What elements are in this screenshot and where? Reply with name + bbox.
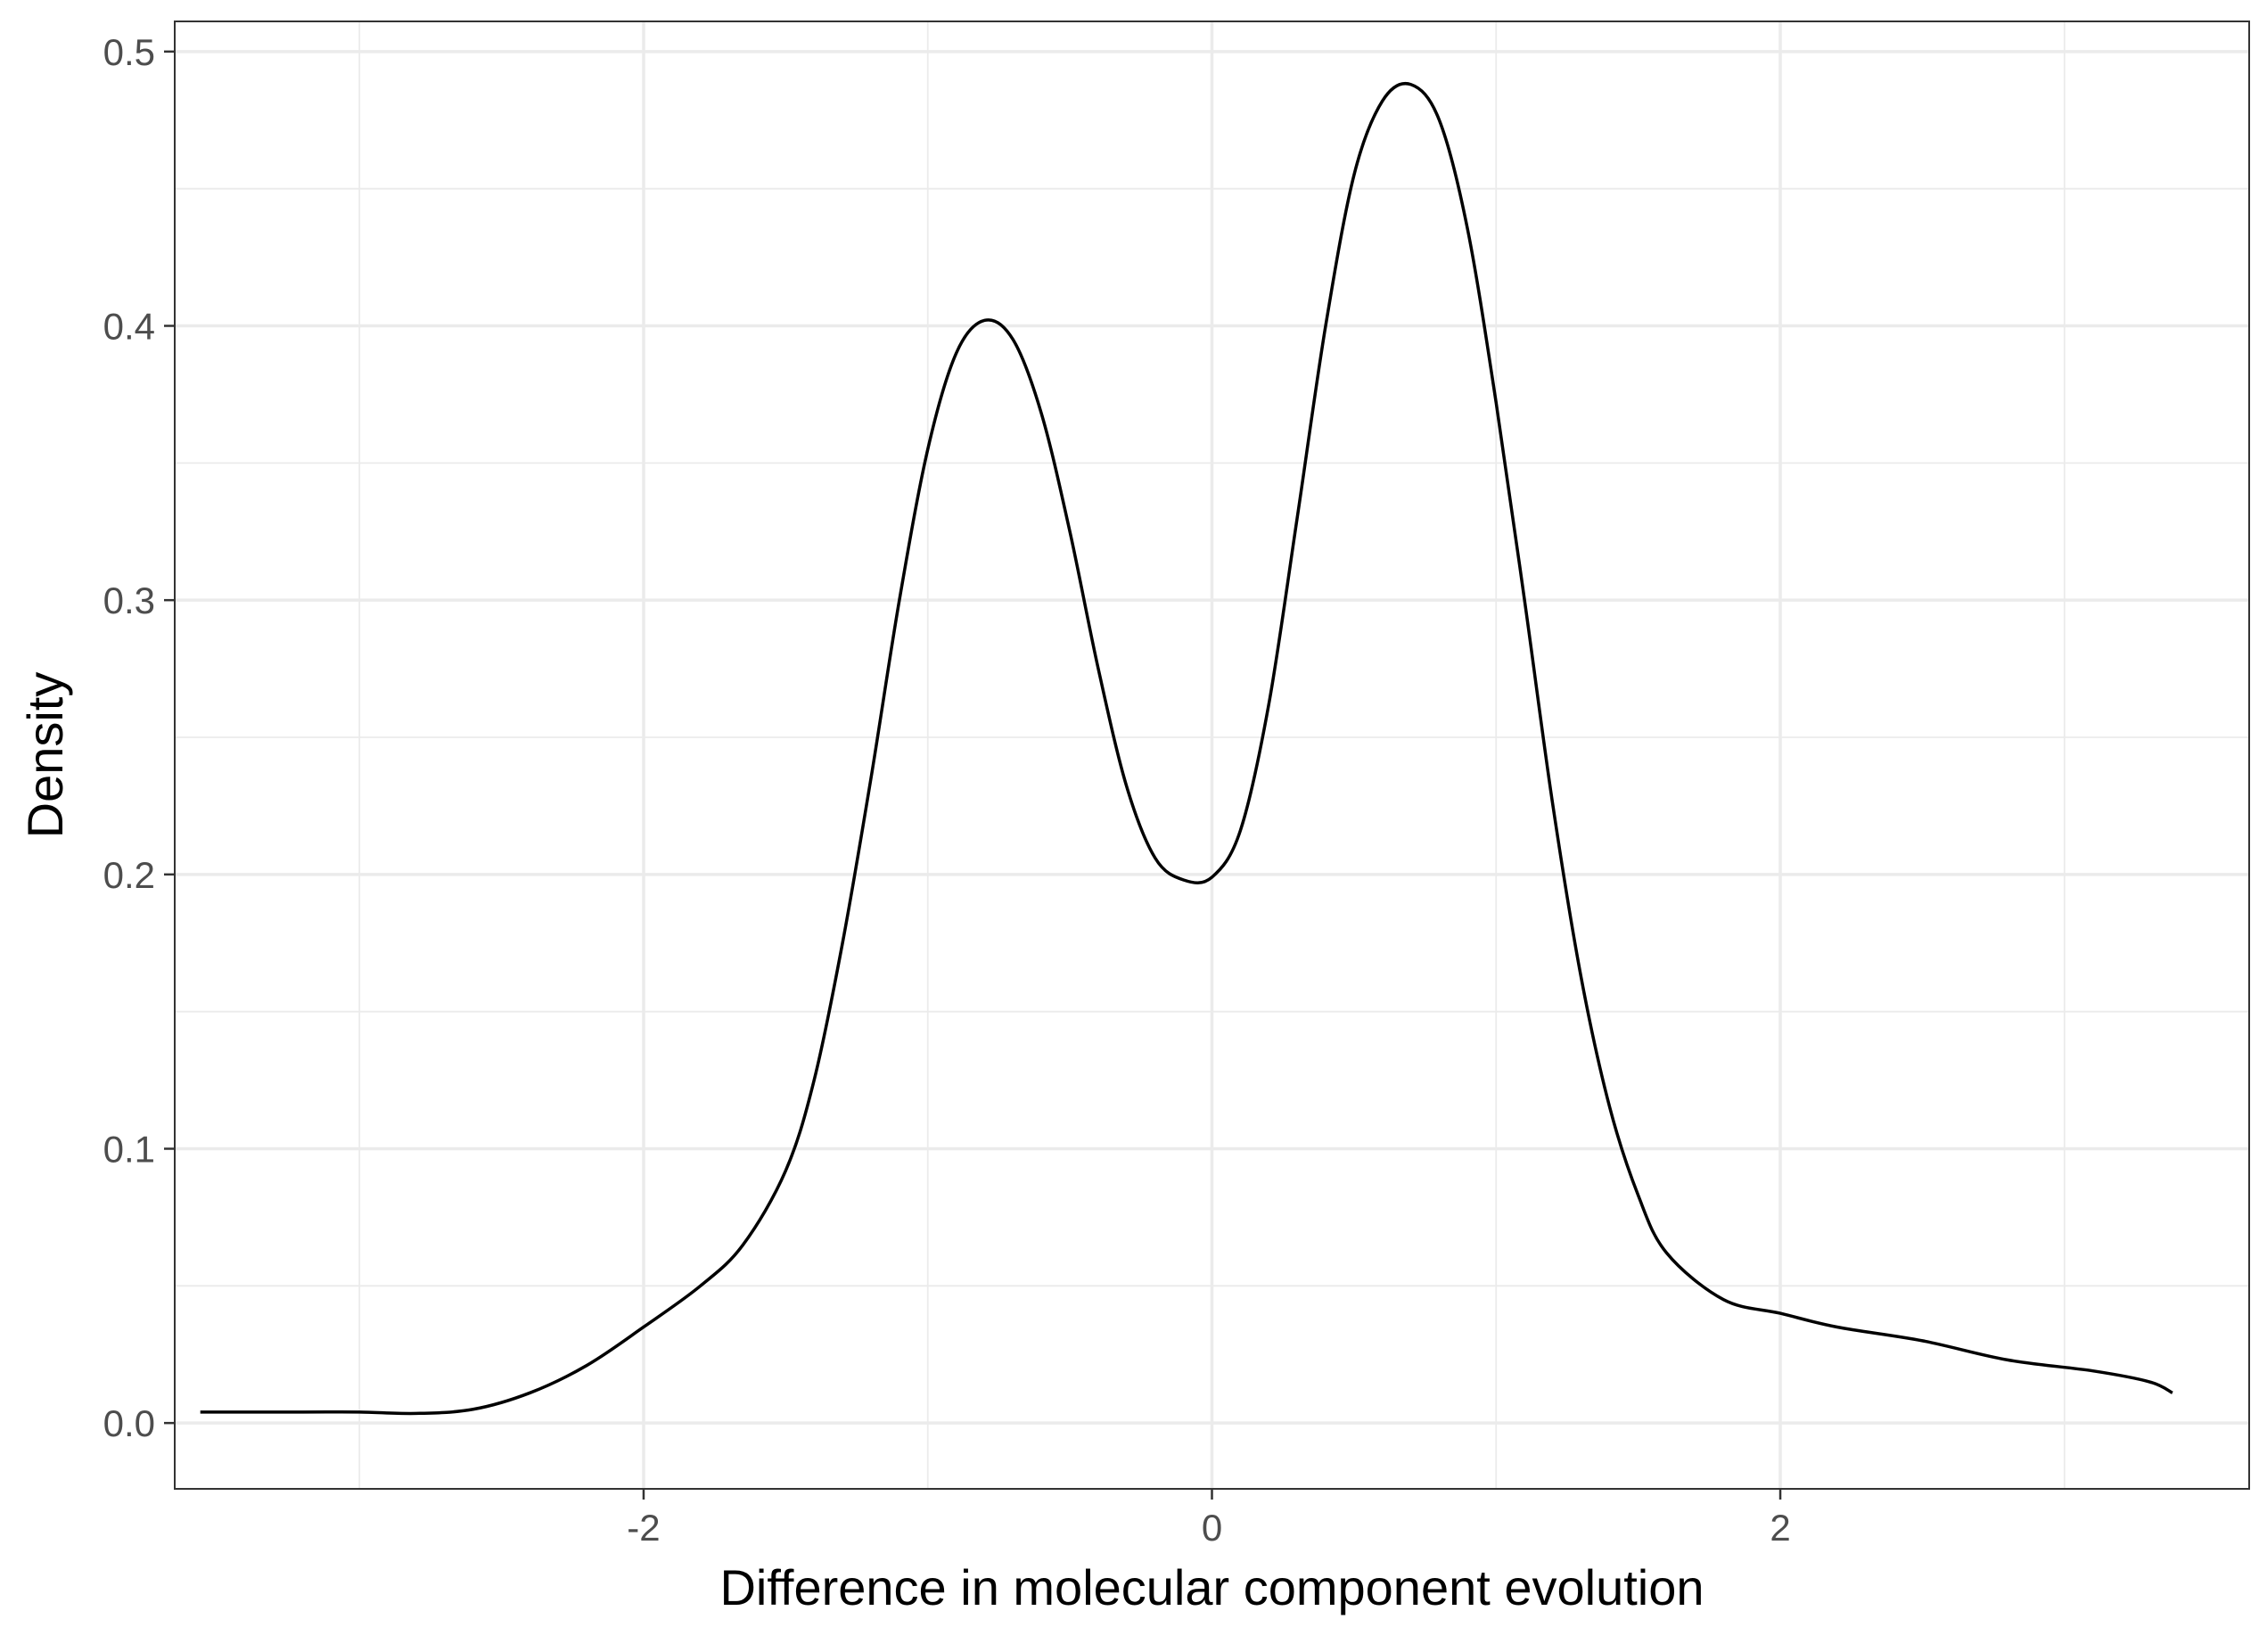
y-tick-label: 0.3: [103, 579, 155, 621]
x-axis-title: Difference in molecular component evolut…: [719, 1559, 1704, 1615]
x-tick-label: 0: [1202, 1507, 1222, 1549]
x-tick-label: 2: [1770, 1507, 1790, 1549]
x-tick-label: -2: [627, 1507, 660, 1549]
major-gridlines: [175, 21, 2249, 1489]
x-axis: -2 0 2: [627, 1489, 1791, 1549]
y-tick-label: 0.4: [103, 306, 155, 348]
y-tick-label: 0.1: [103, 1128, 155, 1170]
y-axis: 0.0 0.1 0.2 0.3 0.4 0.5: [103, 31, 175, 1444]
y-tick-label: 0.2: [103, 854, 155, 896]
y-tick-label: 0.5: [103, 31, 155, 73]
y-tick-label: 0.0: [103, 1402, 155, 1444]
density-curve: [200, 82, 2173, 1416]
y-axis-title: Density: [17, 672, 73, 839]
